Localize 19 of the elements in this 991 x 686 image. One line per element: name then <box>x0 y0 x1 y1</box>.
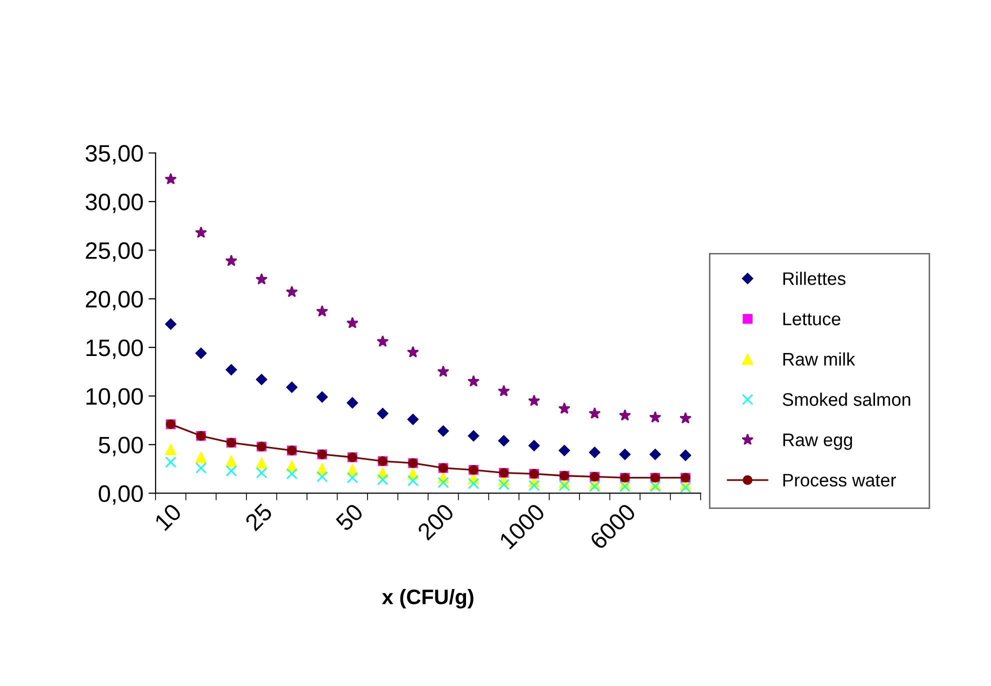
y-tick-label: 25,00 <box>86 242 143 262</box>
legend-label: Process water <box>783 474 896 487</box>
x-tick-label: 25 <box>244 502 274 532</box>
y-tick-label: 10,00 <box>86 388 143 408</box>
y-tick-label: 0,00 <box>98 485 143 505</box>
x-tick-label: 50 <box>334 502 364 532</box>
legend-label: Raw milk <box>783 352 856 366</box>
legend-label: Raw egg <box>783 434 852 450</box>
y-tick-label: 30,00 <box>86 194 143 214</box>
x-tick-label: 10 <box>154 502 182 532</box>
legend-label: Rillettes <box>783 272 846 286</box>
y-tick-label: 35,00 <box>86 145 143 165</box>
y-tick-label: 5,00 <box>98 436 143 456</box>
y-tick-label: 20,00 <box>86 290 143 310</box>
y-tick-label: 15,00 <box>86 339 143 359</box>
x-tick-label: 200 <box>416 502 455 541</box>
legend-label: Lettuce <box>783 312 840 326</box>
legend-label: Smoked salmon <box>782 392 910 406</box>
x-axis-title: x (CFU/g) <box>382 588 474 608</box>
